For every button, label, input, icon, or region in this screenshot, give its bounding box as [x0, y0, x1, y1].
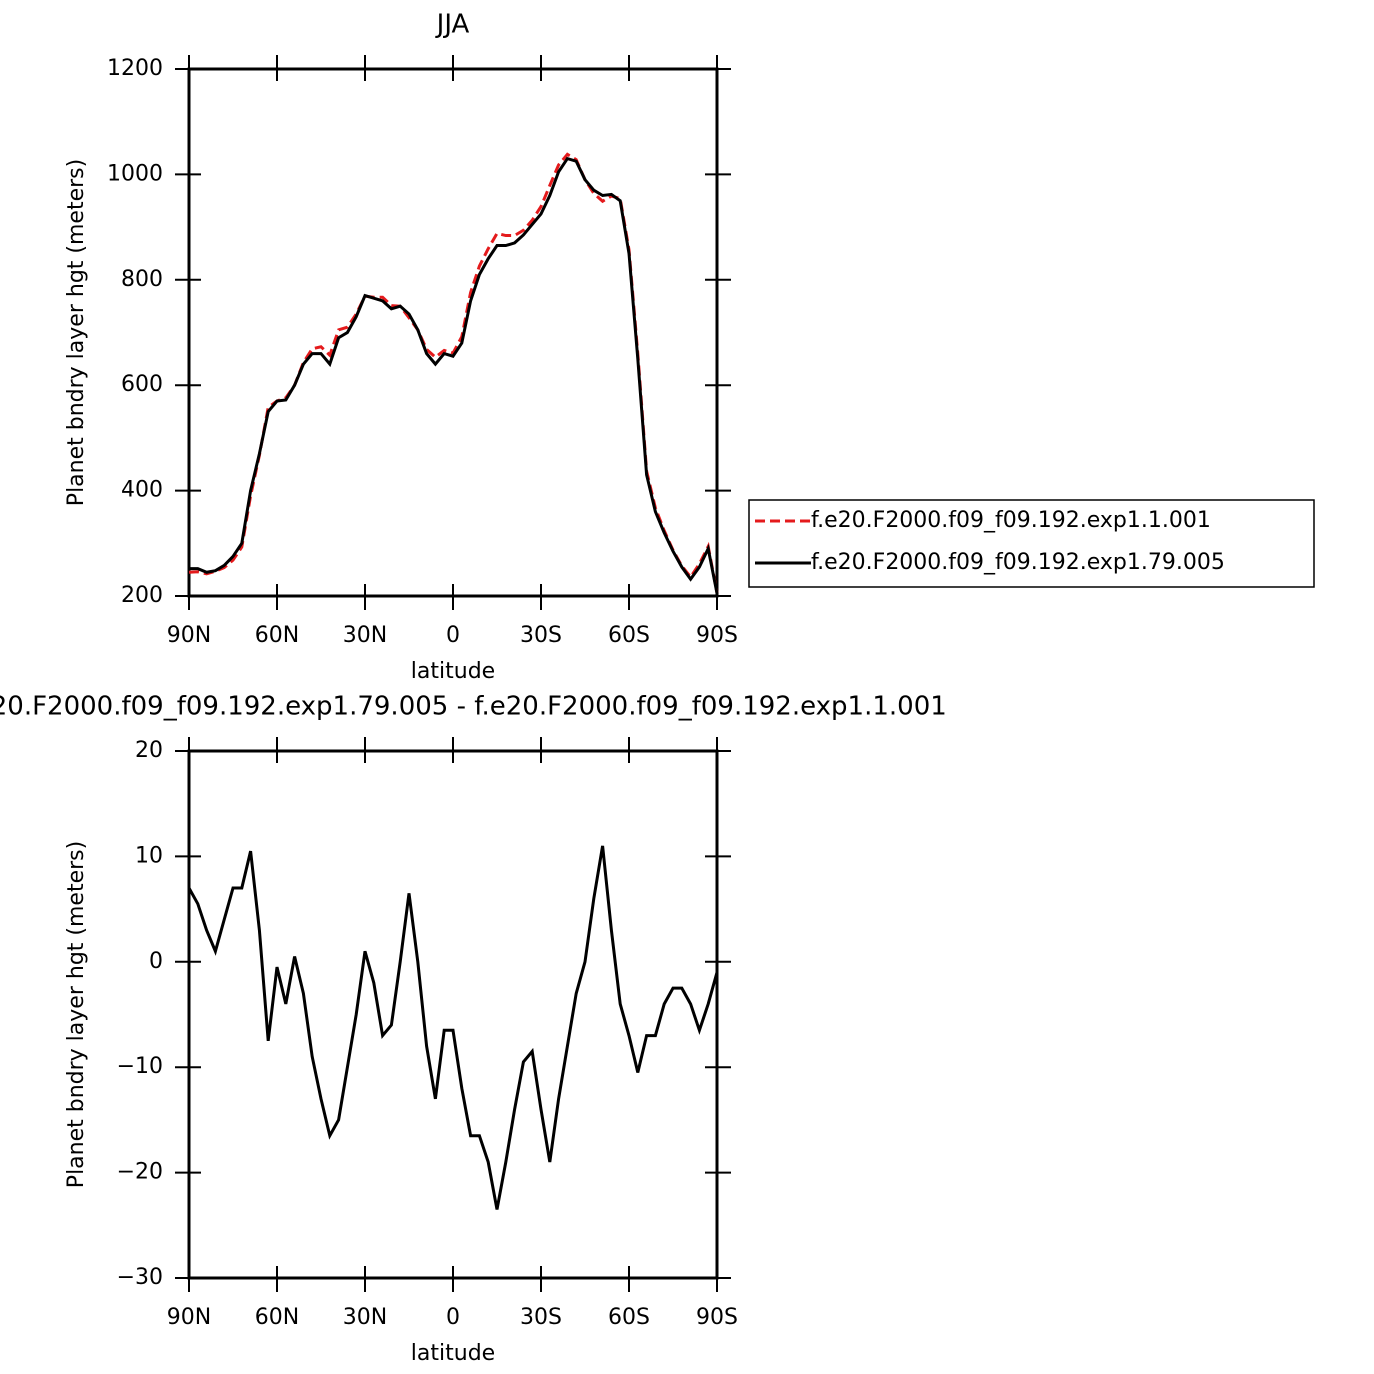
data-line: [189, 156, 719, 594]
y-tick-label: 1200: [107, 56, 163, 81]
x-tick-label: 30S: [520, 1305, 562, 1330]
x-tick-label: 30N: [343, 623, 387, 648]
y-tick-label: −30: [117, 1265, 163, 1290]
chart-title: JJA: [435, 10, 470, 40]
y-tick-label: 600: [121, 372, 163, 397]
legend-label: f.e20.F2000.f09_f09.192.exp1.1.001: [811, 508, 1211, 533]
plot-frame: [187, 67, 719, 598]
x-tick-label: 90S: [696, 623, 738, 648]
y-tick-label: 200: [121, 583, 163, 608]
x-tick-label: 0: [446, 623, 460, 648]
x-tick-label: 60S: [608, 623, 650, 648]
y-tick-label: 1000: [107, 161, 163, 186]
y-tick-label: 0: [149, 949, 163, 974]
x-tick-label: 90N: [167, 1305, 211, 1330]
x-axis-label: latitude: [411, 659, 495, 684]
chart-title: f.e20.F2000.f09_f09.192.exp1.79.005 - f.…: [0, 692, 947, 722]
y-axis-label: Planet bndry layer hgt (meters): [64, 841, 89, 1188]
x-tick-label: 60N: [255, 1305, 299, 1330]
y-tick-label: 800: [121, 267, 163, 292]
y-tick-label: −20: [117, 1160, 163, 1185]
legend-label: f.e20.F2000.f09_f09.192.exp1.79.005: [811, 550, 1225, 575]
x-axis-label: latitude: [411, 1341, 495, 1366]
x-tick-label: 60S: [608, 1305, 650, 1330]
x-tick-label: 90N: [167, 623, 211, 648]
y-tick-label: 20: [135, 738, 163, 763]
x-tick-label: 90S: [696, 1305, 738, 1330]
data-line: [187, 845, 719, 1210]
legend-box: [748, 499, 1315, 588]
x-tick-label: 30N: [343, 1305, 387, 1330]
y-tick-label: −10: [117, 1054, 163, 1079]
x-tick-label: 60N: [255, 623, 299, 648]
plot-frame: [187, 749, 719, 1280]
y-tick-label: 400: [121, 478, 163, 503]
x-tick-label: 0: [446, 1305, 460, 1330]
x-tick-label: 30S: [520, 623, 562, 648]
y-axis-label: Planet bndry layer hgt (meters): [64, 159, 89, 506]
y-tick-label: 10: [135, 843, 163, 868]
